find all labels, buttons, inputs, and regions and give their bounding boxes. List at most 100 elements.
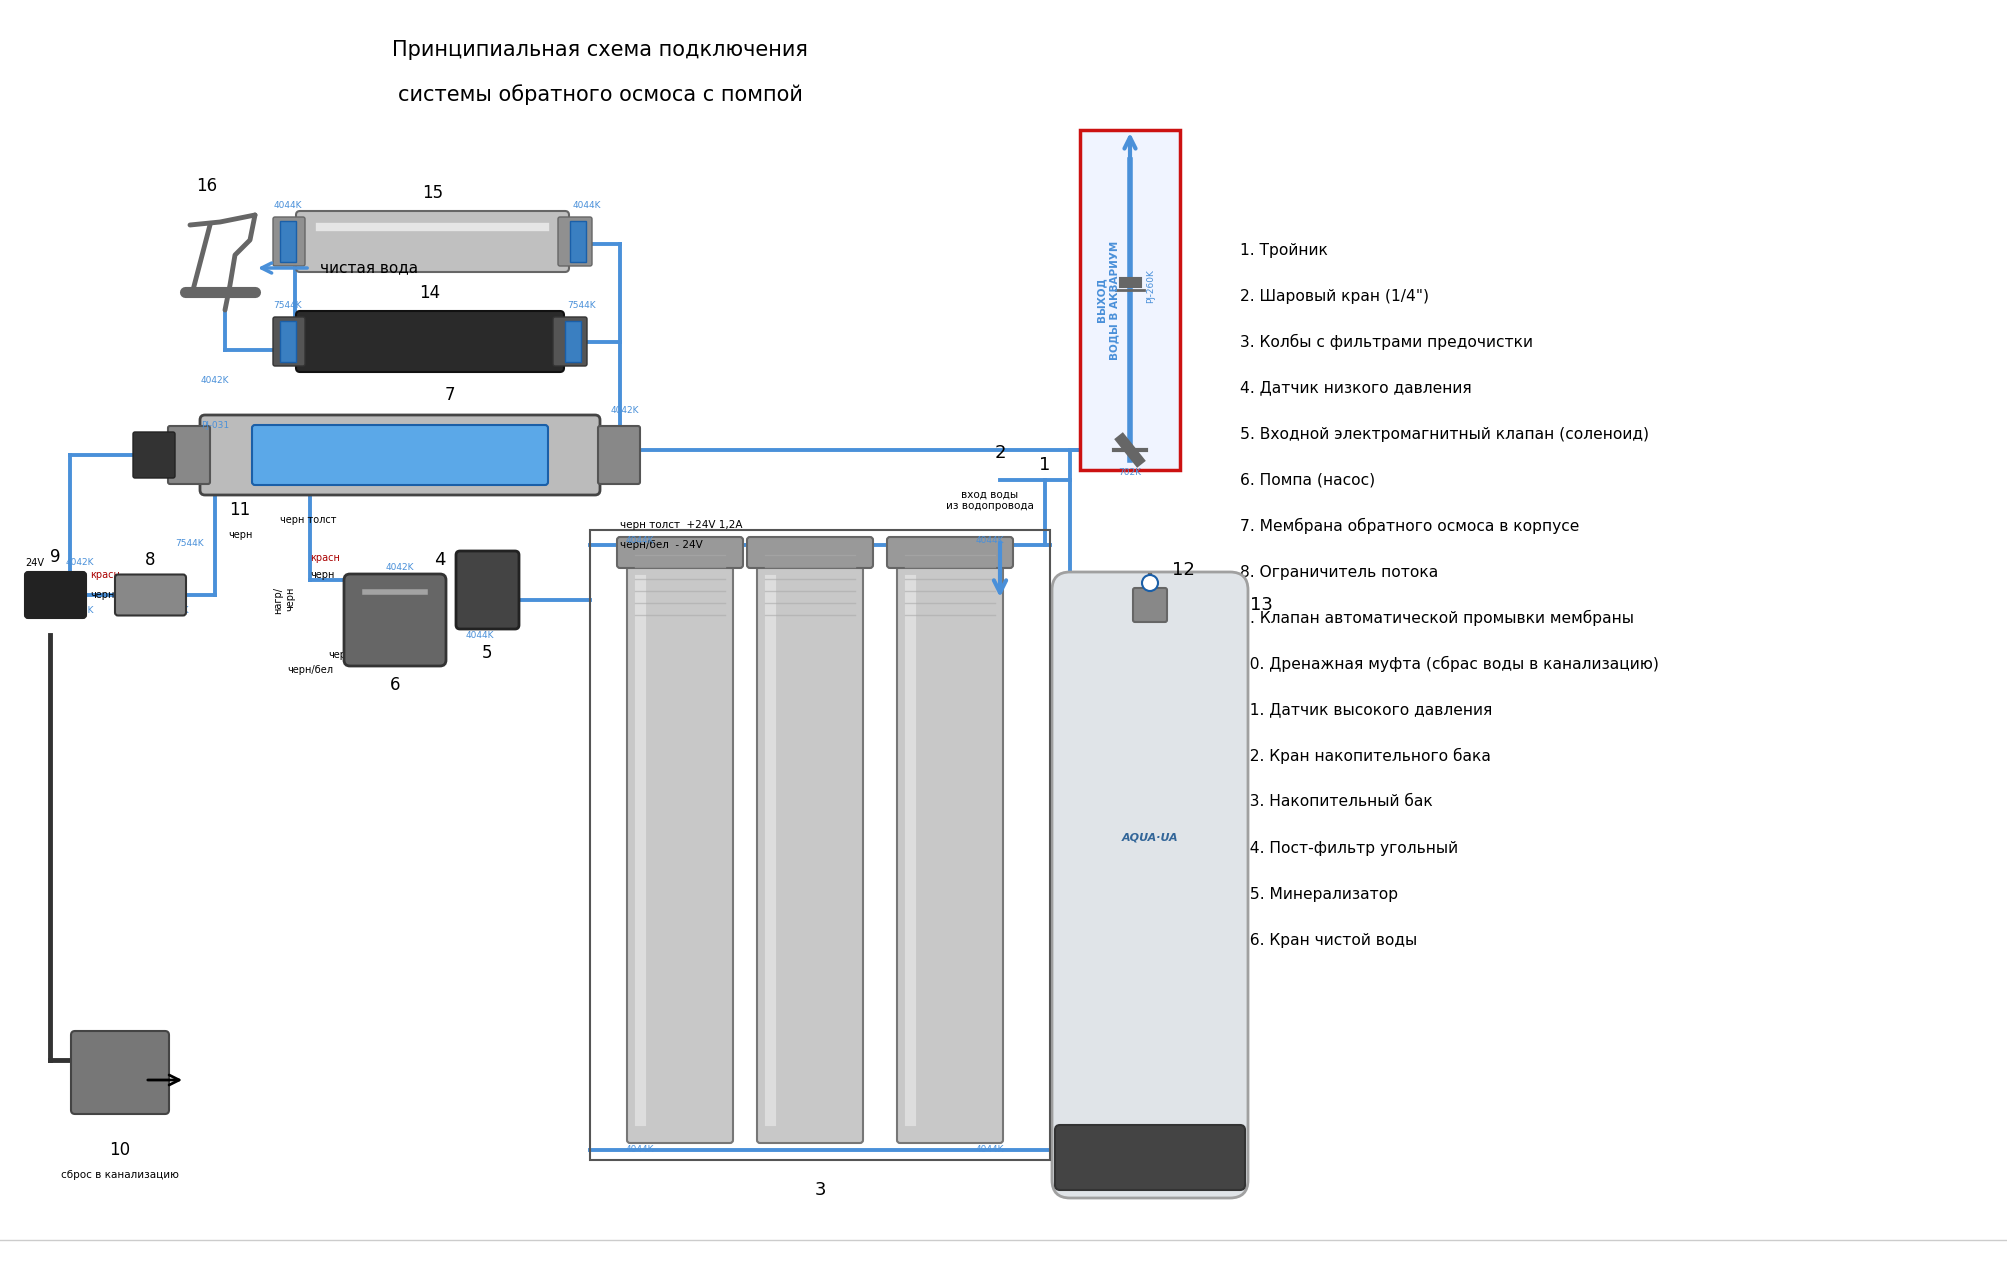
FancyBboxPatch shape — [564, 321, 580, 362]
Text: 4044K: 4044K — [975, 1145, 1004, 1154]
Text: 7544K: 7544K — [568, 301, 596, 310]
Text: PJ-031: PJ-031 — [201, 421, 229, 430]
Text: 14: 14 — [419, 284, 440, 302]
Text: 702K: 702K — [1118, 468, 1140, 477]
FancyBboxPatch shape — [295, 311, 564, 372]
Text: 1. Тройник: 1. Тройник — [1240, 243, 1327, 258]
FancyBboxPatch shape — [343, 574, 446, 666]
Text: черн: черн — [309, 570, 335, 580]
FancyBboxPatch shape — [279, 321, 295, 362]
Text: 15: 15 — [421, 185, 444, 202]
Text: 12. Кран накопительного бака: 12. Кран накопительного бака — [1240, 748, 1489, 763]
Text: красн: красн — [399, 603, 429, 613]
Text: 5: 5 — [482, 643, 492, 662]
Text: 4044K: 4044K — [975, 536, 1004, 545]
Text: 4042K: 4042K — [610, 406, 638, 415]
FancyBboxPatch shape — [273, 317, 305, 367]
Text: 9. Клапан автоматической промывки мембраны: 9. Клапан автоматической промывки мембра… — [1240, 611, 1634, 626]
Text: 9: 9 — [50, 549, 60, 566]
FancyBboxPatch shape — [552, 317, 586, 367]
Text: 13. Накопительный бак: 13. Накопительный бак — [1240, 795, 1433, 809]
Text: 5. Входной электромагнитный клапан (соленоид): 5. Входной электромагнитный клапан (соле… — [1240, 426, 1648, 441]
Text: AQUA·UA: AQUA·UA — [1122, 833, 1178, 843]
Text: 3. Колбы с фильтрами предочистки: 3. Колбы с фильтрами предочистки — [1240, 334, 1531, 350]
FancyBboxPatch shape — [1132, 588, 1166, 622]
Text: черн: черн — [90, 590, 114, 600]
Text: 15. Минерализатор: 15. Минерализатор — [1240, 886, 1397, 901]
FancyBboxPatch shape — [616, 537, 743, 568]
Text: 11: 11 — [229, 501, 251, 520]
Text: 12: 12 — [1172, 561, 1194, 579]
FancyBboxPatch shape — [132, 432, 175, 478]
FancyBboxPatch shape — [626, 547, 733, 1143]
FancyBboxPatch shape — [251, 425, 548, 485]
Text: 4042K: 4042K — [201, 375, 229, 384]
Text: син: син — [379, 617, 397, 627]
FancyBboxPatch shape — [24, 573, 86, 618]
FancyBboxPatch shape — [201, 415, 600, 495]
Text: ВЫХОД
ВОДЫ В АКВАРИУМ: ВЫХОД ВОДЫ В АКВАРИУМ — [1096, 240, 1118, 360]
Text: 16. Кран чистой воды: 16. Кран чистой воды — [1240, 933, 1417, 948]
Text: 24V
200 mA
0,2-8 bar
18 sec: 24V 200 mA 0,2-8 bar 18 sec — [24, 557, 70, 611]
Text: 7: 7 — [444, 386, 456, 404]
Text: PJ-260K: PJ-260K — [1146, 269, 1154, 303]
Circle shape — [1142, 575, 1158, 592]
Text: син: син — [379, 590, 397, 600]
Text: 6. Помпа (насос): 6. Помпа (насос) — [1240, 473, 1375, 488]
Text: нагр/
черн: нагр/ черн — [273, 586, 295, 613]
FancyBboxPatch shape — [114, 575, 187, 616]
Text: коричн/бел: коричн/бел — [369, 575, 427, 585]
FancyBboxPatch shape — [1052, 573, 1248, 1198]
FancyBboxPatch shape — [598, 426, 640, 484]
Text: 4044K: 4044K — [626, 536, 654, 545]
Text: 4. Датчик низкого давления: 4. Датчик низкого давления — [1240, 380, 1471, 396]
FancyBboxPatch shape — [558, 217, 592, 265]
Text: черн толст  +24V 1,2A: черн толст +24V 1,2A — [620, 520, 743, 530]
Text: черн толст: черн толст — [279, 514, 337, 525]
Text: 4044K: 4044K — [466, 631, 494, 640]
Text: 7544K: 7544K — [161, 605, 189, 614]
Text: черн/бел  - 24V: черн/бел - 24V — [620, 540, 702, 550]
FancyBboxPatch shape — [169, 426, 211, 484]
Text: 4042K: 4042K — [66, 605, 94, 614]
Text: системы обратного осмоса с помпой: системы обратного осмоса с помпой — [397, 85, 803, 105]
Text: 13: 13 — [1250, 597, 1272, 614]
Text: вход воды
из водопровода: вход воды из водопровода — [945, 489, 1034, 511]
Text: 8: 8 — [145, 551, 157, 569]
Text: 6: 6 — [389, 676, 399, 694]
Text: 8. Ограничитель потока: 8. Ограничитель потока — [1240, 565, 1437, 579]
Text: Принципиальная схема подключения: Принципиальная схема подключения — [391, 40, 807, 59]
FancyBboxPatch shape — [897, 547, 1004, 1143]
Text: 4042K: 4042K — [66, 557, 94, 566]
FancyBboxPatch shape — [456, 551, 518, 629]
Text: 3: 3 — [815, 1181, 825, 1200]
FancyBboxPatch shape — [747, 537, 873, 568]
Text: 4: 4 — [434, 551, 446, 569]
Text: 4044K: 4044K — [572, 201, 600, 210]
Text: красн: красн — [309, 554, 339, 562]
Text: 7544K: 7544K — [175, 538, 205, 547]
FancyBboxPatch shape — [1054, 1125, 1244, 1189]
Text: черн: черн — [227, 530, 253, 540]
FancyBboxPatch shape — [295, 211, 568, 272]
FancyBboxPatch shape — [70, 1031, 169, 1114]
Text: 10. Дренажная муфта (сбрас воды в канализацию): 10. Дренажная муфта (сбрас воды в канали… — [1240, 656, 1658, 672]
Text: сброс в канализацию: сброс в канализацию — [60, 1170, 179, 1181]
Text: 2. Шаровый кран (1/4"): 2. Шаровый кран (1/4") — [1240, 288, 1429, 303]
Text: черн/бел: черн/бел — [287, 665, 333, 675]
Text: 4044K: 4044K — [273, 201, 303, 210]
FancyBboxPatch shape — [1080, 130, 1180, 470]
Text: 10: 10 — [110, 1141, 130, 1159]
Text: 4042K: 4042K — [385, 562, 413, 571]
Text: 11. Датчик высокого давления: 11. Датчик высокого давления — [1240, 703, 1491, 718]
Text: 7. Мембрана обратного осмоса в корпусе: 7. Мембрана обратного осмоса в корпусе — [1240, 518, 1580, 535]
FancyBboxPatch shape — [279, 221, 295, 262]
Text: 4044K: 4044K — [626, 1145, 654, 1154]
Text: 16: 16 — [197, 177, 217, 195]
Text: 7544K: 7544K — [273, 301, 303, 310]
FancyBboxPatch shape — [757, 547, 863, 1143]
FancyBboxPatch shape — [273, 217, 305, 265]
Text: 1: 1 — [1040, 456, 1050, 474]
Text: 2: 2 — [993, 444, 1006, 463]
Text: красн: красн — [90, 570, 120, 580]
